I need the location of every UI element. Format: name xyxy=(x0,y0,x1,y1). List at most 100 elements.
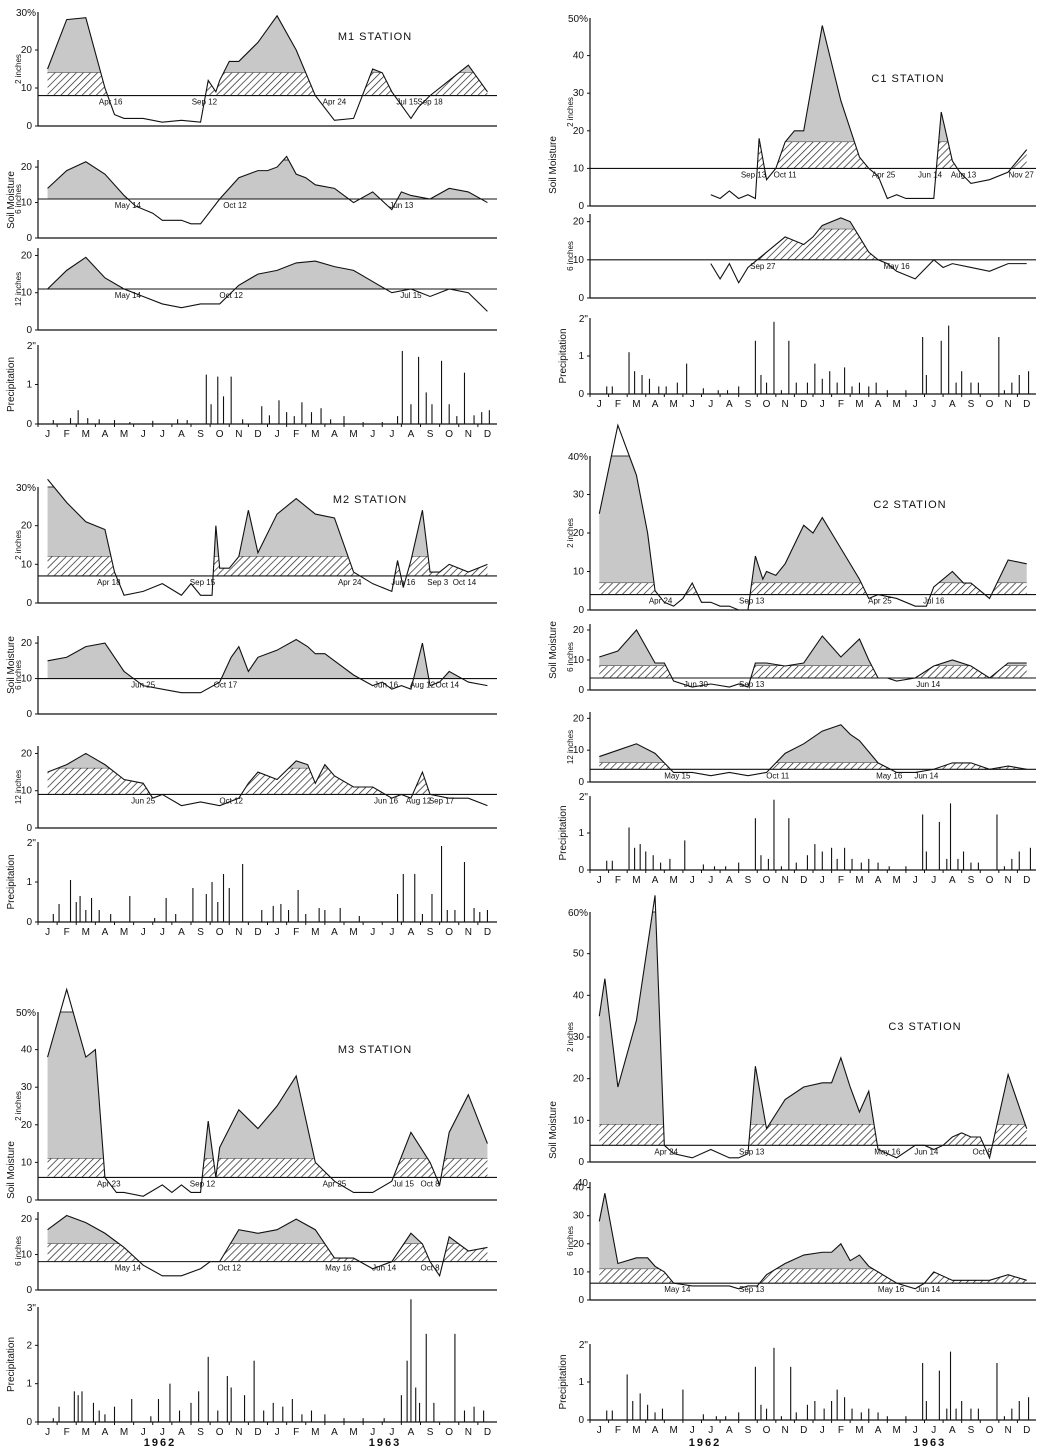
month-label: J xyxy=(370,927,375,938)
y-tick-label: 0 xyxy=(578,1415,584,1426)
date-annotation: Jun 14 xyxy=(916,680,941,689)
month-label: M xyxy=(669,875,677,886)
area-upper xyxy=(47,257,488,290)
moisture-panel-2: 0 10 20 6 inches Sep 27 May 16 xyxy=(566,214,1036,304)
month-label: N xyxy=(465,1427,472,1438)
date-annotation: Sep 15 xyxy=(190,578,216,587)
month-label: M xyxy=(82,429,90,440)
precipitation-label: Precipitation xyxy=(558,1354,569,1409)
date-annotation: May 16 xyxy=(876,771,903,780)
moisture-line xyxy=(47,256,488,312)
date-annotation: Sep 12 xyxy=(190,1179,216,1188)
month-label: N xyxy=(235,1427,242,1438)
moisture-panel-1: 0 10 20 30 40 50% 2 inches Sep 13 Oct 11 Apr 25 Ju… xyxy=(566,14,1036,212)
month-label: M xyxy=(82,1427,90,1438)
month-label: N xyxy=(1005,399,1012,410)
date-annotation: Aug 12 xyxy=(410,681,436,690)
soil-moisture-label-m3: Soil Moisture xyxy=(6,1141,17,1199)
date-annotation: May 16 xyxy=(874,1147,901,1156)
month-label: J xyxy=(275,927,280,938)
date-annotation: Jun 14 xyxy=(916,1285,941,1294)
depth-label: 2 inches xyxy=(14,530,23,560)
date-annotation: Apr 24 xyxy=(338,578,362,587)
y-tick-label: 0 xyxy=(26,121,32,132)
y-tick-label: 10 xyxy=(573,655,585,666)
month-label: M xyxy=(349,927,357,938)
area-hatched xyxy=(710,229,1027,260)
filled-area xyxy=(47,15,488,96)
month-label: M xyxy=(349,429,357,440)
y-tick-label: 0 xyxy=(26,917,32,928)
date-annotation: Sep 3 xyxy=(427,578,448,587)
moisture-panel-3: 0 10 20 12 inches Jun 25 Oct 12 Jun 16 Aug 12Se… xyxy=(14,746,497,834)
moisture-panel-3: 0 10 20 12 inches May 14 Oct 12 Jul 15 xyxy=(14,248,497,336)
y-tick-label: 10 xyxy=(21,559,33,570)
date-annotation: Oct 17 xyxy=(214,681,238,690)
date-annotation: Jun 16 xyxy=(374,681,399,690)
month-label: M xyxy=(855,399,863,410)
area-upper xyxy=(599,1193,1027,1270)
month-label: M xyxy=(82,927,90,938)
area-hatched xyxy=(599,1269,1027,1284)
month-label: S xyxy=(427,429,434,440)
area-upper xyxy=(599,630,1027,667)
date-annotation: Jun 30 xyxy=(684,680,709,689)
moisture-panel-2: 0 10 20 6 inches Jun 25 Oct 17 Jun 16 Aug 12 Oct… xyxy=(14,636,497,720)
area-upper xyxy=(47,486,488,558)
moisture-panel-2: 0 10 20 6 inches May 14 Oct 12 Jun 13 xyxy=(14,155,497,244)
moisture-line xyxy=(710,217,1027,284)
date-annotation: Jul 15 xyxy=(393,1179,415,1188)
depth-label: 6 inches xyxy=(566,1226,575,1256)
month-label: D xyxy=(254,1427,261,1438)
y-tick-label: 10 xyxy=(573,163,585,174)
y-max-label: 30% xyxy=(16,8,36,19)
date-annotation: Jun 14 xyxy=(918,170,943,179)
area-upper xyxy=(47,159,488,200)
month-label: J xyxy=(690,1425,695,1436)
month-label: N xyxy=(465,429,472,440)
year-label-right-1962: 1962 xyxy=(689,1437,721,1449)
date-annotation: May 16 xyxy=(878,1285,905,1294)
depth-label: 12 inches xyxy=(14,770,23,804)
year-label-left-1963: 1963 xyxy=(369,1437,401,1449)
date-annotation: Jun 25 xyxy=(131,796,156,805)
month-label: J xyxy=(931,1425,936,1436)
month-label: S xyxy=(745,1425,752,1436)
date-annotation: May 14 xyxy=(115,291,142,300)
y-tick-label: 0 xyxy=(578,389,584,400)
filled-area xyxy=(47,159,488,200)
station-title: C3 STATION xyxy=(888,1021,961,1033)
area-hatched xyxy=(599,1124,1027,1146)
month-label: M xyxy=(311,927,319,938)
date-annotation: Jun 14 xyxy=(372,1264,397,1273)
month-label: O xyxy=(763,1425,771,1436)
month-label: A xyxy=(331,1427,338,1438)
year-label-right-1963: 1963 xyxy=(914,1437,946,1449)
moisture-panel-1: 0 10 20 30% 2 inches Apr 16 Sep 12 Apr 24 Jul 15… xyxy=(14,8,497,132)
moisture-line xyxy=(47,638,488,694)
y-tick-label: 20 xyxy=(21,250,33,261)
date-annotation: Sep 27 xyxy=(750,262,776,271)
month-label: M xyxy=(632,1425,640,1436)
month-label: S xyxy=(968,1425,975,1436)
y-tick-label: 0 xyxy=(578,777,584,788)
month-label: J xyxy=(141,1427,146,1438)
y-tick-label: 20 xyxy=(573,713,585,724)
date-annotation: Sep 13 xyxy=(741,170,767,179)
y-tick-label: 20 xyxy=(573,1074,585,1085)
date-annotation: Apr 25 xyxy=(872,170,896,179)
month-label: A xyxy=(331,927,338,938)
month-label: M xyxy=(120,429,128,440)
month-label: J xyxy=(275,1427,280,1438)
y-tick-label: 10 xyxy=(21,1157,33,1168)
month-label: J xyxy=(690,875,695,886)
y-max-label: 2" xyxy=(579,314,589,325)
y-tick-label: 20 xyxy=(21,1214,33,1225)
date-annotation: Sep 17 xyxy=(429,796,455,805)
y-tick-label: 40 xyxy=(573,1183,585,1194)
month-label: M xyxy=(669,1425,677,1436)
